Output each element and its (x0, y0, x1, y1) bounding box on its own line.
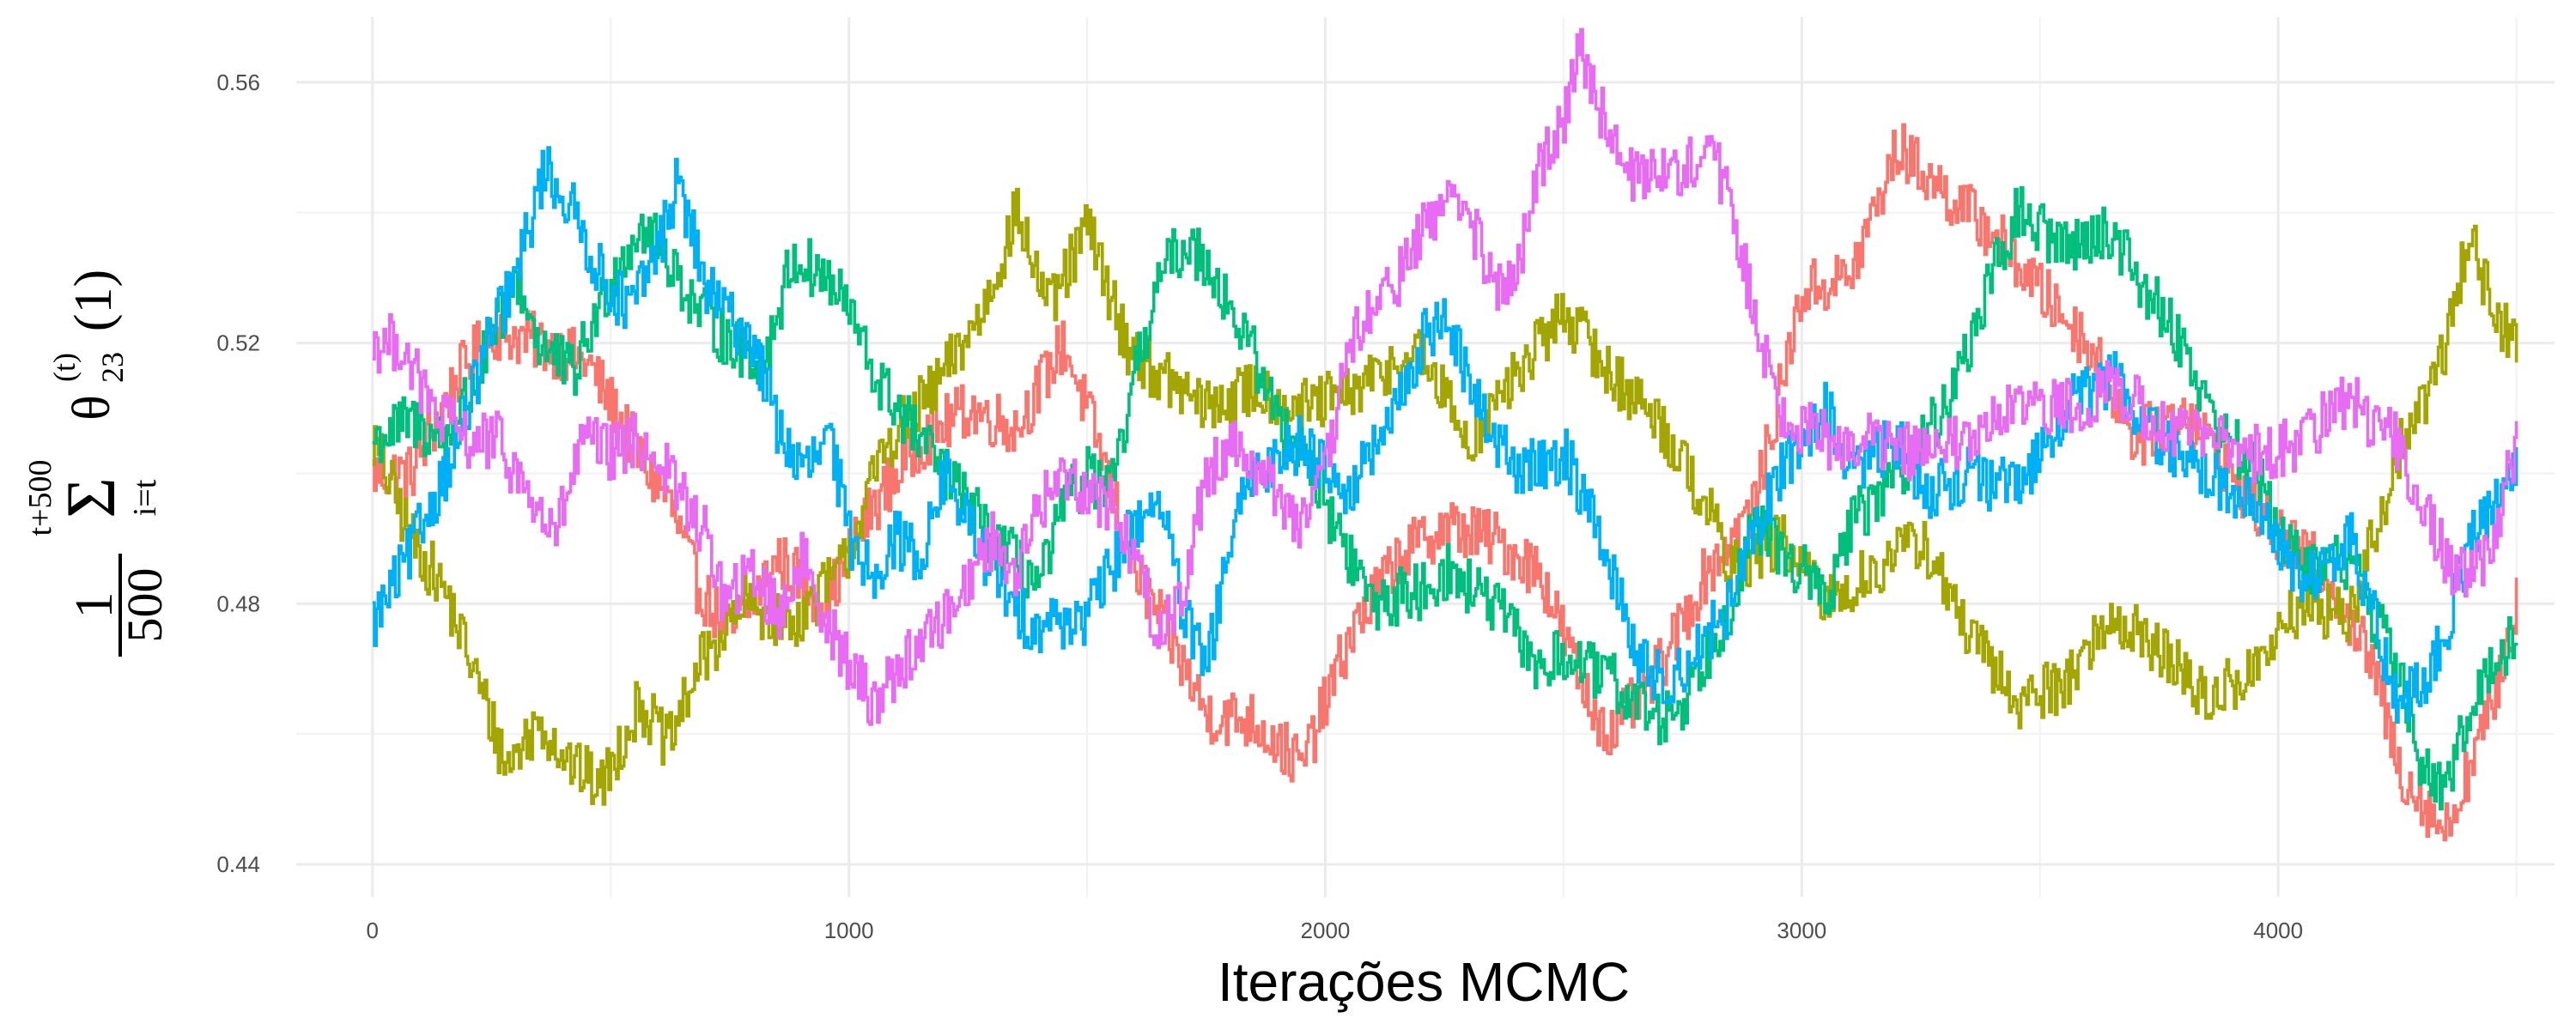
y-tick-labels: 0.44 0.48 0.52 0.56 (216, 70, 260, 877)
y-axis-title: 1 500 t+500 Σ i=t θ (t) 23 (1) (22, 270, 173, 657)
x-tick-label: 3000 (1777, 918, 1826, 943)
series-lines (372, 27, 2518, 842)
series-line (372, 27, 2518, 726)
series-line (372, 146, 2518, 724)
x-tick-label: 2000 (1301, 918, 1351, 943)
y-title-sum-upper: t+500 (22, 460, 58, 536)
y-title-sum-symbol: Σ (52, 477, 130, 518)
y-title-sum-lower: i=t (127, 479, 163, 516)
y-tick-label: 0.52 (216, 330, 260, 356)
y-title-superscript: (t) (47, 353, 82, 382)
x-tick-label: 1000 (824, 918, 874, 943)
y-title-theta: θ (63, 395, 121, 421)
x-tick-labels: 0 1000 2000 3000 4000 (367, 918, 2304, 943)
y-title-denominator: 500 (117, 568, 173, 643)
x-tick-label: 0 (367, 918, 379, 943)
y-title-subscript: 23 (95, 352, 130, 383)
series-line (372, 187, 2518, 806)
y-tick-label: 0.56 (216, 70, 260, 95)
x-tick-label: 4000 (2253, 918, 2303, 943)
y-tick-label: 0.44 (216, 851, 260, 877)
y-tick-label: 0.48 (216, 591, 260, 616)
series-line (372, 185, 2518, 811)
x-axis-title: Iterações MCMC (1218, 951, 1630, 1013)
y-title-numerator: 1 (65, 592, 124, 619)
y-title-argument: (1) (64, 270, 123, 331)
